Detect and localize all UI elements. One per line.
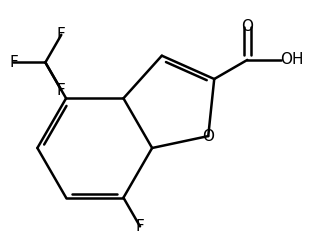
Text: F: F	[57, 83, 66, 98]
Text: F: F	[57, 27, 66, 42]
Text: OH: OH	[281, 52, 304, 67]
Text: F: F	[9, 55, 18, 70]
Text: F: F	[136, 219, 144, 234]
Text: O: O	[202, 129, 214, 144]
Text: O: O	[241, 19, 253, 34]
